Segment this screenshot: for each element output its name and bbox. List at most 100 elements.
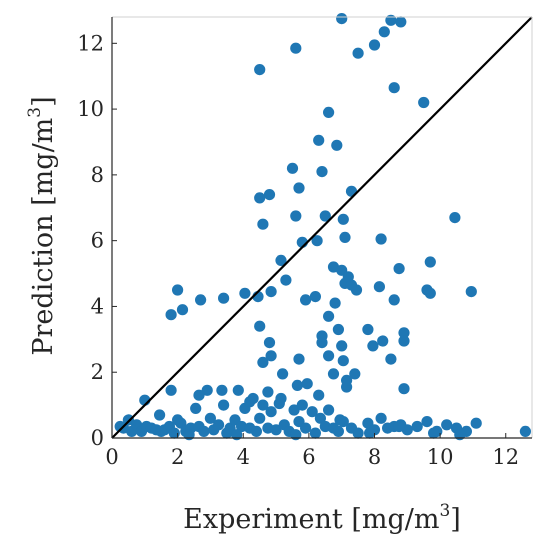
- data-point: [306, 406, 318, 418]
- data-point: [201, 384, 213, 396]
- data-point: [154, 409, 166, 421]
- y-tick-label: 2: [91, 360, 104, 384]
- data-point: [388, 294, 400, 306]
- data-point: [265, 350, 277, 362]
- data-point: [449, 212, 461, 224]
- y-tick-label: 0: [91, 426, 104, 450]
- data-point: [367, 340, 379, 352]
- data-point: [395, 16, 407, 28]
- data-point: [244, 396, 256, 408]
- data-point: [418, 96, 430, 109]
- data-point: [175, 417, 187, 429]
- data-point: [339, 231, 351, 243]
- data-point: [216, 384, 228, 396]
- x-tick-label: 2: [171, 445, 184, 469]
- data-point: [364, 427, 376, 439]
- data-point: [293, 353, 305, 365]
- data-point: [291, 379, 303, 391]
- data-point: [290, 42, 302, 54]
- data-point: [262, 386, 274, 398]
- identity-reference-line: [111, 16, 533, 439]
- data-point: [288, 404, 300, 416]
- data-point: [336, 340, 348, 352]
- data-point: [313, 389, 325, 401]
- data-point: [327, 368, 340, 380]
- data-point: [519, 425, 532, 437]
- data-point: [277, 368, 289, 380]
- data-point: [334, 414, 346, 426]
- data-point: [375, 412, 387, 424]
- data-point: [352, 427, 364, 439]
- data-point: [190, 402, 202, 414]
- data-point: [254, 412, 266, 424]
- data-point: [250, 425, 262, 437]
- data-point: [385, 14, 397, 26]
- data-point: [424, 256, 436, 268]
- x-tick-label: 12: [492, 445, 519, 469]
- y-axis-title: Prediction [mg/m3]: [25, 96, 59, 355]
- data-point: [465, 286, 477, 298]
- data-point: [316, 330, 328, 342]
- data-point: [385, 353, 397, 365]
- data-point: [393, 420, 405, 433]
- data-point: [263, 189, 276, 201]
- data-point: [168, 427, 180, 439]
- data-point: [323, 310, 335, 322]
- data-point: [309, 291, 321, 303]
- data-point: [290, 429, 302, 441]
- data-point: [265, 286, 277, 298]
- data-point: [286, 162, 299, 174]
- data-point: [428, 427, 440, 439]
- data-point: [239, 287, 251, 299]
- y-tick-label: 8: [91, 163, 104, 187]
- data-point: [345, 279, 358, 291]
- x-tick-label: 8: [368, 445, 381, 469]
- data-point: [378, 26, 390, 38]
- data-point: [470, 417, 482, 429]
- data-point: [270, 424, 282, 436]
- x-axis-title: Experiment [mg/m3]: [183, 501, 461, 535]
- data-point: [301, 378, 313, 390]
- data-point: [314, 412, 326, 424]
- data-point: [323, 106, 335, 118]
- data-point: [441, 419, 453, 431]
- data-point: [323, 350, 335, 362]
- data-point: [165, 384, 177, 396]
- data-point: [323, 404, 335, 416]
- data-point: [300, 422, 312, 434]
- data-point: [275, 392, 287, 405]
- data-point: [232, 384, 244, 396]
- data-point: [332, 425, 344, 437]
- data-point: [336, 13, 348, 25]
- data-point: [265, 406, 277, 418]
- data-point: [311, 235, 323, 247]
- data-point: [296, 399, 308, 411]
- data-point: [411, 420, 423, 433]
- x-tick-label: 0: [105, 445, 118, 469]
- y-tick-label: 12: [77, 31, 104, 55]
- data-point: [280, 274, 292, 286]
- data-point: [275, 254, 287, 266]
- axis-ticks: 0 2 4 6 8 10 12 0 2 4 6 8 10 12: [77, 31, 519, 469]
- data-point: [337, 355, 349, 367]
- data-point: [290, 210, 302, 222]
- data-point: [368, 39, 381, 51]
- y-tick-label: 10: [77, 97, 104, 121]
- data-point: [313, 134, 325, 146]
- data-point: [316, 166, 328, 178]
- data-point: [375, 233, 387, 245]
- data-point: [309, 427, 321, 439]
- data-point: [421, 416, 433, 428]
- data-point: [172, 284, 184, 296]
- data-point: [454, 429, 466, 441]
- data-point: [257, 399, 269, 411]
- y-tick-label: 6: [91, 229, 104, 253]
- data-point: [341, 374, 353, 386]
- data-point: [398, 383, 410, 395]
- data-point: [362, 323, 374, 336]
- data-point: [195, 294, 207, 306]
- data-point: [176, 304, 189, 316]
- data-point: [231, 429, 243, 441]
- y-tick-label: 4: [91, 294, 104, 318]
